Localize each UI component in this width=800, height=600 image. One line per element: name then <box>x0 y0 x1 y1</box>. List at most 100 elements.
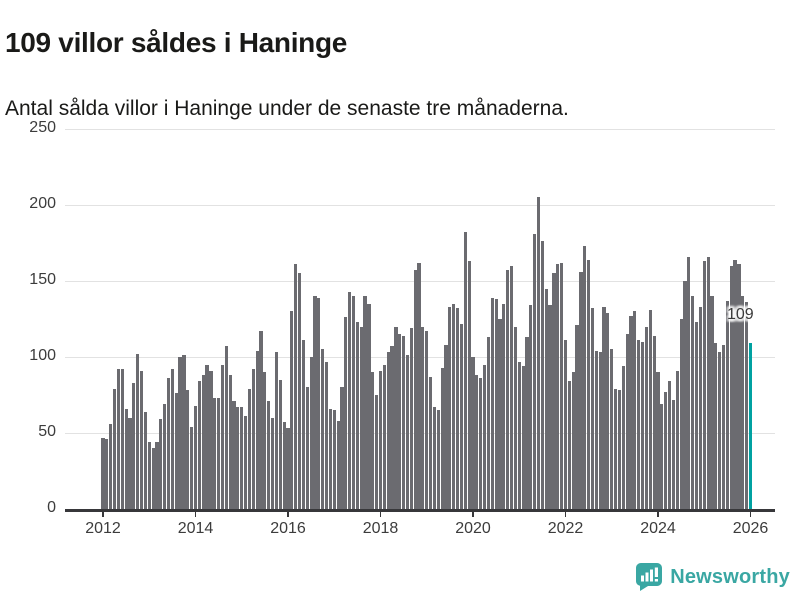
bar <box>687 256 691 509</box>
brand-name: Newsworthy <box>670 565 790 588</box>
bar <box>691 296 695 509</box>
bar <box>429 376 433 509</box>
bar <box>236 407 240 509</box>
brand-logo[interactable]: Newsworthy <box>636 563 790 591</box>
bar <box>459 323 464 509</box>
bar <box>209 370 213 509</box>
bar <box>583 246 587 509</box>
bar <box>324 361 329 509</box>
bar <box>490 297 494 509</box>
bar <box>536 197 541 509</box>
bar <box>544 288 548 509</box>
bar <box>367 303 371 509</box>
bar <box>228 375 232 509</box>
bar <box>344 317 348 509</box>
bar <box>409 328 413 509</box>
bar <box>440 367 444 509</box>
bar <box>452 303 456 509</box>
bar <box>116 369 120 509</box>
bar <box>598 352 602 509</box>
y-axis-tick-label: 150 <box>29 271 56 288</box>
bar <box>421 326 425 509</box>
bar <box>455 308 460 509</box>
bar <box>259 331 263 509</box>
x-axis-tick <box>379 511 382 517</box>
bar <box>163 404 167 509</box>
x-axis-tick-label: 2022 <box>547 520 584 537</box>
bar <box>340 387 344 509</box>
bar <box>244 416 248 509</box>
bar <box>101 437 105 509</box>
bar <box>224 346 228 509</box>
bar <box>251 369 255 509</box>
x-axis-tick <box>287 511 289 517</box>
bar <box>683 281 687 509</box>
bar <box>205 364 209 509</box>
bar <box>721 344 726 509</box>
bar <box>637 340 641 509</box>
bar <box>112 388 117 509</box>
bar <box>178 357 182 509</box>
bar <box>297 273 302 509</box>
bar <box>274 352 279 509</box>
bar <box>694 322 699 509</box>
bar <box>640 341 645 509</box>
bar <box>702 261 706 509</box>
bar <box>213 398 217 509</box>
bar <box>540 241 544 509</box>
bar <box>533 233 537 509</box>
y-axis-tick-label: 50 <box>38 423 56 440</box>
x-axis-tick-label: 2018 <box>362 520 399 537</box>
bar <box>139 370 144 509</box>
chart-subtitle: Antal sålda villor i Haninge under de se… <box>5 97 569 120</box>
x-axis-tick-label: 2014 <box>177 520 214 537</box>
bar <box>471 357 475 509</box>
x-axis-tick <box>564 511 567 517</box>
bar <box>348 291 352 509</box>
bar <box>718 352 722 509</box>
bar <box>517 361 521 509</box>
bar <box>606 312 610 509</box>
x-axis-tick <box>102 511 104 517</box>
bar <box>571 372 575 509</box>
bar <box>305 387 309 509</box>
bar <box>286 428 290 509</box>
bar <box>737 264 741 509</box>
bar <box>513 326 517 509</box>
bar <box>644 326 649 509</box>
bar <box>552 273 556 509</box>
bar <box>656 372 660 509</box>
highlighted-bar <box>748 343 753 509</box>
bar <box>436 410 440 509</box>
x-axis-line <box>65 509 775 512</box>
bar <box>405 355 410 509</box>
bar <box>625 334 629 509</box>
y-axis-tick-label: 200 <box>29 195 56 212</box>
bar <box>136 353 140 509</box>
bar <box>278 379 282 509</box>
bar <box>282 422 286 509</box>
bar <box>563 340 568 509</box>
bar <box>132 382 136 509</box>
bar <box>220 364 225 509</box>
bar <box>382 364 386 509</box>
bar <box>197 381 201 509</box>
bar <box>301 340 305 509</box>
bar <box>556 264 560 509</box>
bar <box>463 232 467 509</box>
bar <box>633 311 637 509</box>
x-axis-tick-label: 2016 <box>270 520 306 537</box>
bar <box>706 256 710 509</box>
bar <box>166 378 171 509</box>
bar <box>290 311 294 509</box>
bar <box>729 265 733 509</box>
bar <box>521 366 525 509</box>
bar <box>432 407 437 509</box>
bar <box>629 315 633 509</box>
bar <box>479 378 483 509</box>
bar <box>710 296 714 509</box>
bar <box>120 369 124 509</box>
bar <box>386 352 390 509</box>
bar <box>648 309 652 509</box>
bar <box>147 442 151 509</box>
